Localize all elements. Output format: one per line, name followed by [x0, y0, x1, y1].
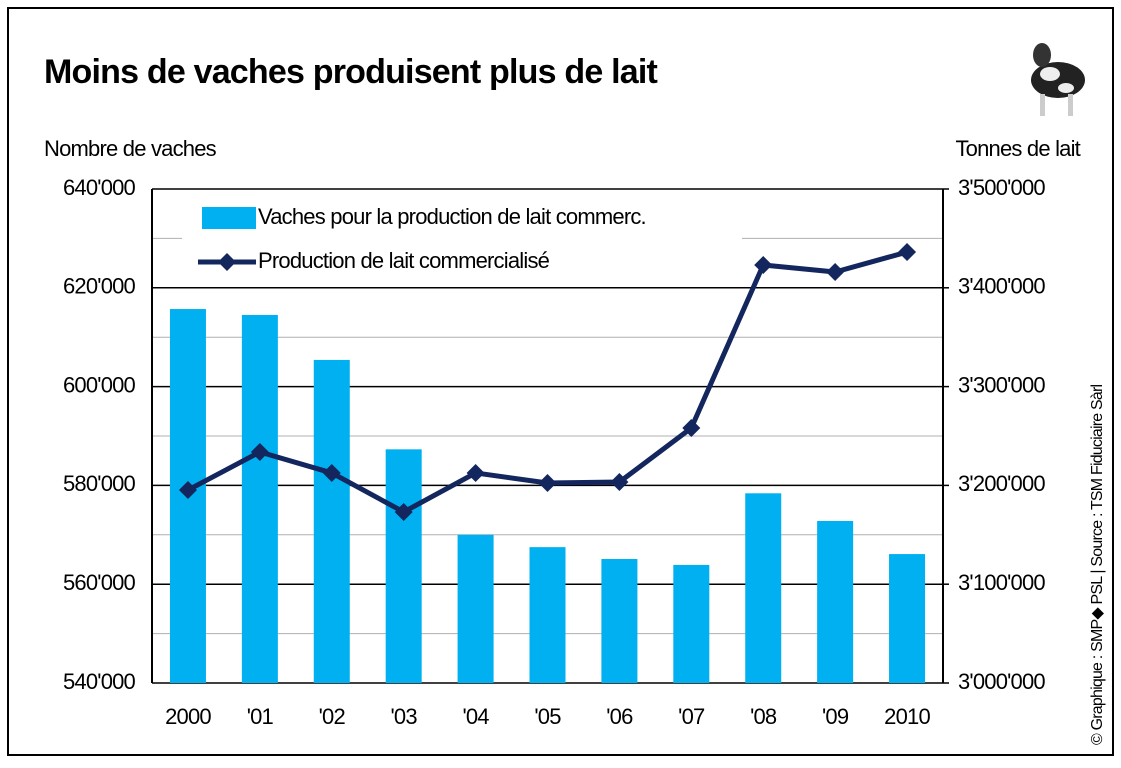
- y-tick-label: 640'000: [63, 175, 136, 200]
- y2-tick-label: 3'300'000: [958, 372, 1045, 397]
- x-tick-label: 2010: [884, 704, 930, 729]
- bar: [817, 521, 853, 683]
- y-tick-label: 600'000: [63, 372, 136, 397]
- x-tick-label: '03: [391, 704, 418, 729]
- legend-swatch: [202, 207, 256, 229]
- y-tick-label: 560'000: [63, 570, 136, 595]
- x-tick-label: '09: [822, 704, 849, 729]
- x-tick-label: 2000: [165, 704, 211, 729]
- x-tick-label: '08: [750, 704, 777, 729]
- credit: © Graphique : SMP◆ PSL | Source : TSM Fi…: [1089, 385, 1106, 745]
- bar: [889, 554, 925, 683]
- y2-tick-label: 3'200'000: [958, 471, 1045, 496]
- y2-axis-label: Tonnes de lait: [955, 136, 1080, 161]
- bar: [242, 315, 278, 683]
- x-tick-label: '07: [678, 704, 705, 729]
- y-tick-label: 580'000: [63, 471, 136, 496]
- x-tick-label: '06: [606, 704, 633, 729]
- x-tick-label: '01: [247, 704, 274, 729]
- bar: [530, 547, 566, 683]
- chart-title: Moins de vaches produisent plus de lait: [44, 53, 658, 91]
- legend-label: Production de lait commercialisé: [258, 248, 550, 273]
- y-tick-label: 620'000: [63, 274, 136, 299]
- bar: [745, 493, 781, 683]
- x-tick-label: '05: [534, 704, 561, 729]
- bar: [601, 559, 637, 683]
- y2-tick-label: 3'000'000: [958, 669, 1045, 694]
- x-tick-label: '04: [462, 704, 489, 729]
- y2-tick-label: 3'500'000: [958, 175, 1045, 200]
- x-tick-label: '02: [319, 704, 346, 729]
- bar: [673, 565, 709, 683]
- bar: [314, 360, 350, 683]
- chart: Moins de vaches produisent plus de lait …: [0, 0, 1121, 763]
- legend-label: Vaches pour la production de lait commer…: [258, 204, 646, 229]
- y-axis-label: Nombre de vaches: [44, 136, 217, 161]
- y2-tick-label: 3'400'000: [958, 274, 1045, 299]
- y-tick-label: 540'000: [63, 669, 136, 694]
- y2-tick-label: 3'100'000: [958, 570, 1045, 595]
- bar: [458, 535, 494, 683]
- bar: [386, 449, 422, 683]
